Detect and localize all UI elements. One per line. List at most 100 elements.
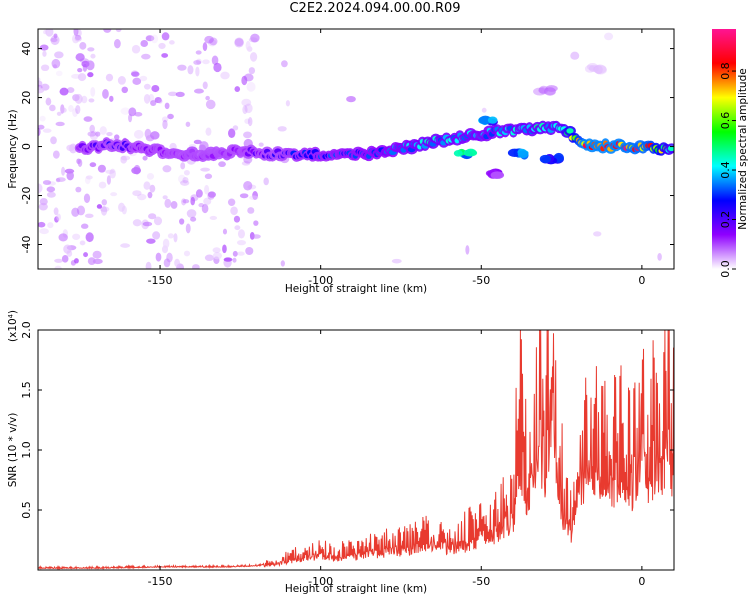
- noise-speckle: [148, 213, 157, 220]
- noise-speckle: [180, 180, 190, 186]
- colorbar-tick-label: 0.8: [719, 62, 732, 80]
- noise-speckle: [90, 53, 96, 59]
- noise-speckle: [38, 124, 45, 130]
- noise-speckle: [183, 169, 190, 176]
- noise-speckle: [250, 33, 260, 43]
- noise-speckle: [145, 261, 152, 269]
- y-tick-label: 1.5: [20, 381, 33, 399]
- noise-speckle: [40, 64, 50, 72]
- noise-speckle: [195, 66, 200, 77]
- noise-speckle: [181, 198, 187, 206]
- noise-speckle: [56, 213, 61, 221]
- noise-speckle: [58, 233, 68, 242]
- noise-speckle: [162, 119, 168, 130]
- noise-speckle: [593, 231, 602, 237]
- noise-speckle: [75, 53, 85, 62]
- noise-speckle: [182, 176, 189, 184]
- branch-blob: [478, 115, 492, 125]
- noise-speckle: [162, 238, 170, 249]
- noise-speckle: [150, 100, 157, 107]
- spectrogram-panel: -150 -100 -50 0 -40 -20 0 20 40 Height of strai…: [7, 28, 675, 295]
- noise-speckle: [131, 44, 141, 54]
- noise-speckle: [83, 116, 93, 122]
- noise-speckle: [54, 51, 64, 59]
- noise-speckle: [115, 29, 122, 33]
- x-tick-label: -100: [308, 575, 333, 588]
- noise-speckle: [253, 220, 259, 226]
- noise-speckle: [243, 131, 252, 139]
- noise-speckle: [248, 37, 258, 43]
- y-tick-label: 1.0: [20, 441, 33, 459]
- noise-speckle: [163, 258, 171, 268]
- noise-speckle: [38, 183, 43, 194]
- noise-speckle: [232, 125, 239, 131]
- noise-speckle: [39, 228, 49, 235]
- noise-speckle: [53, 33, 58, 39]
- colorbar-label: Normalized spectral amplitude: [737, 68, 749, 229]
- noise-speckle: [90, 86, 96, 97]
- ridge-core: [566, 128, 574, 134]
- noise-speckle: [228, 128, 236, 138]
- noise-speckle: [133, 129, 144, 139]
- noise-speckle: [169, 40, 175, 45]
- noise-speckle: [657, 253, 662, 261]
- noise-speckle: [89, 124, 95, 133]
- noise-speckle: [79, 41, 87, 50]
- noise-speckle: [234, 225, 241, 231]
- noise-speckle: [241, 75, 248, 86]
- noise-speckle: [137, 193, 147, 201]
- noise-speckle: [79, 240, 86, 246]
- noise-speckle: [54, 258, 63, 263]
- branch-blob: [584, 64, 596, 73]
- noise-speckle: [77, 158, 83, 167]
- noise-speckle: [233, 215, 241, 223]
- noise-speckle: [245, 40, 251, 51]
- noise-speckle: [149, 184, 156, 193]
- noise-speckle: [134, 112, 143, 117]
- noise-speckle: [52, 150, 60, 159]
- noise-speckle: [244, 118, 251, 124]
- noise-speckle: [247, 117, 253, 127]
- y-tick-label: 2.0: [20, 321, 33, 339]
- snr-x-axis-label: Height of straight line (km): [285, 583, 427, 595]
- noise-speckle: [175, 91, 185, 97]
- noise-speckle: [131, 71, 140, 77]
- branch-blob: [594, 65, 607, 75]
- noise-speckle: [42, 128, 52, 133]
- noise-speckle: [141, 53, 151, 60]
- noise-speckle: [54, 265, 62, 269]
- noise-speckle: [465, 245, 470, 255]
- noise-speckle: [222, 228, 228, 235]
- noise-speckle: [194, 88, 204, 94]
- noise-speckle: [132, 77, 142, 85]
- noise-speckle: [133, 164, 141, 175]
- noise-speckle: [211, 55, 219, 66]
- noise-speckle: [190, 216, 197, 222]
- branch-blob: [538, 85, 549, 95]
- noise-speckle: [140, 40, 149, 48]
- noise-speckle: [157, 99, 163, 104]
- noise-speckle: [106, 175, 111, 185]
- snr-x-ticks: -150 -100 -50 0: [148, 330, 645, 588]
- noise-speckle: [87, 72, 94, 78]
- x-tick-label: -150: [148, 274, 173, 287]
- branch-blob: [544, 88, 556, 96]
- noise-speckle: [71, 207, 80, 217]
- noise-speckle: [75, 104, 81, 115]
- noise-speckle: [161, 116, 169, 123]
- noise-speckle: [164, 102, 170, 110]
- noise-speckle: [201, 203, 209, 214]
- noise-speckle: [55, 70, 63, 77]
- noise-speckle: [170, 200, 178, 209]
- noise-speckle: [46, 191, 56, 198]
- noise-speckle: [213, 62, 222, 73]
- noise-speckle: [207, 191, 215, 200]
- y-tick-label: 20: [20, 91, 33, 105]
- noise-speckle: [80, 223, 89, 229]
- colorbar-ticks: 0.0 0.2 0.4 0.6 0.8: [719, 62, 736, 278]
- noise-speckle: [106, 131, 113, 137]
- noise-speckle: [66, 87, 75, 93]
- noise-speckle: [47, 222, 54, 229]
- noise-speckle: [285, 100, 290, 107]
- noise-speckle: [204, 184, 210, 195]
